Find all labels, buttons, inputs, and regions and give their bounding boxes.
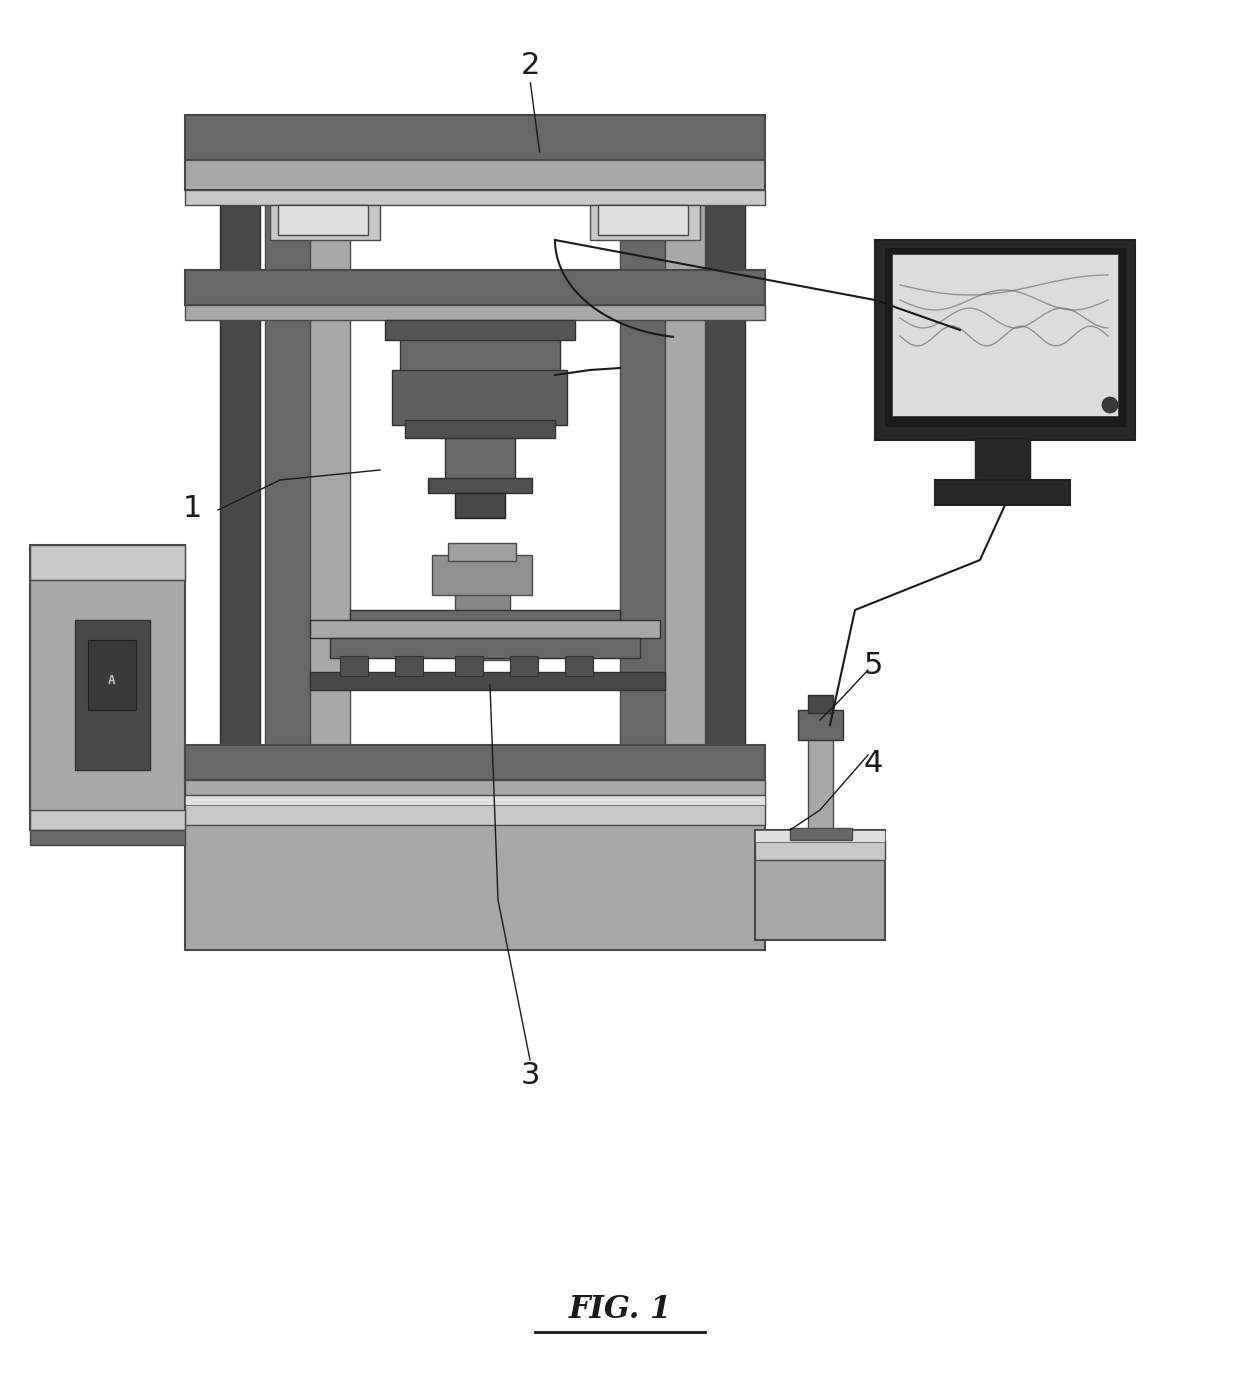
Bar <box>30 830 185 845</box>
Bar <box>445 438 515 483</box>
Bar <box>185 795 765 805</box>
Bar <box>330 638 640 657</box>
Bar <box>590 204 701 240</box>
Bar <box>185 744 765 780</box>
Bar <box>392 370 567 425</box>
Bar <box>310 204 350 780</box>
Bar <box>310 673 665 690</box>
Bar <box>620 204 665 780</box>
Bar <box>510 656 538 677</box>
Bar <box>270 204 379 240</box>
Bar <box>885 249 1125 425</box>
Bar <box>598 204 688 235</box>
Bar <box>185 305 765 320</box>
Bar <box>432 555 532 595</box>
Bar <box>665 204 706 780</box>
Bar <box>755 840 885 860</box>
Bar <box>30 811 185 830</box>
Bar <box>935 481 1070 505</box>
Bar <box>808 731 833 830</box>
Polygon shape <box>30 545 185 580</box>
Bar <box>975 438 1030 483</box>
Bar <box>892 254 1118 416</box>
Bar <box>875 240 1135 441</box>
Text: 1: 1 <box>182 493 202 522</box>
Bar <box>350 610 620 632</box>
Circle shape <box>1102 396 1118 413</box>
Text: 5: 5 <box>863 650 883 679</box>
Text: 3: 3 <box>521 1061 539 1090</box>
Text: A: A <box>108 674 115 686</box>
Bar <box>88 639 136 710</box>
Bar <box>185 795 765 824</box>
Text: 2: 2 <box>521 51 539 80</box>
Bar <box>455 493 505 518</box>
Bar <box>755 830 885 842</box>
Bar <box>30 545 185 830</box>
Bar <box>74 620 150 771</box>
Bar <box>401 325 560 410</box>
Text: 4: 4 <box>863 749 883 778</box>
Bar <box>808 695 833 713</box>
Bar <box>396 656 423 677</box>
Bar <box>185 115 765 160</box>
Text: FIG. 1: FIG. 1 <box>568 1294 672 1326</box>
Bar <box>455 565 510 660</box>
Bar <box>455 656 484 677</box>
Bar <box>428 478 532 493</box>
Bar <box>405 420 556 438</box>
Bar <box>310 620 660 638</box>
Bar <box>185 271 765 305</box>
Bar <box>219 204 260 780</box>
Bar <box>185 160 765 191</box>
Bar <box>799 710 843 740</box>
Bar <box>448 543 516 561</box>
Bar <box>384 320 575 340</box>
Bar <box>185 191 765 204</box>
Bar <box>340 656 368 677</box>
Bar <box>265 204 310 780</box>
Bar <box>706 204 745 780</box>
Bar <box>755 830 885 940</box>
Bar <box>278 204 368 235</box>
Bar <box>565 656 593 677</box>
Bar <box>790 829 852 840</box>
Bar <box>185 795 765 950</box>
Bar <box>185 780 765 795</box>
